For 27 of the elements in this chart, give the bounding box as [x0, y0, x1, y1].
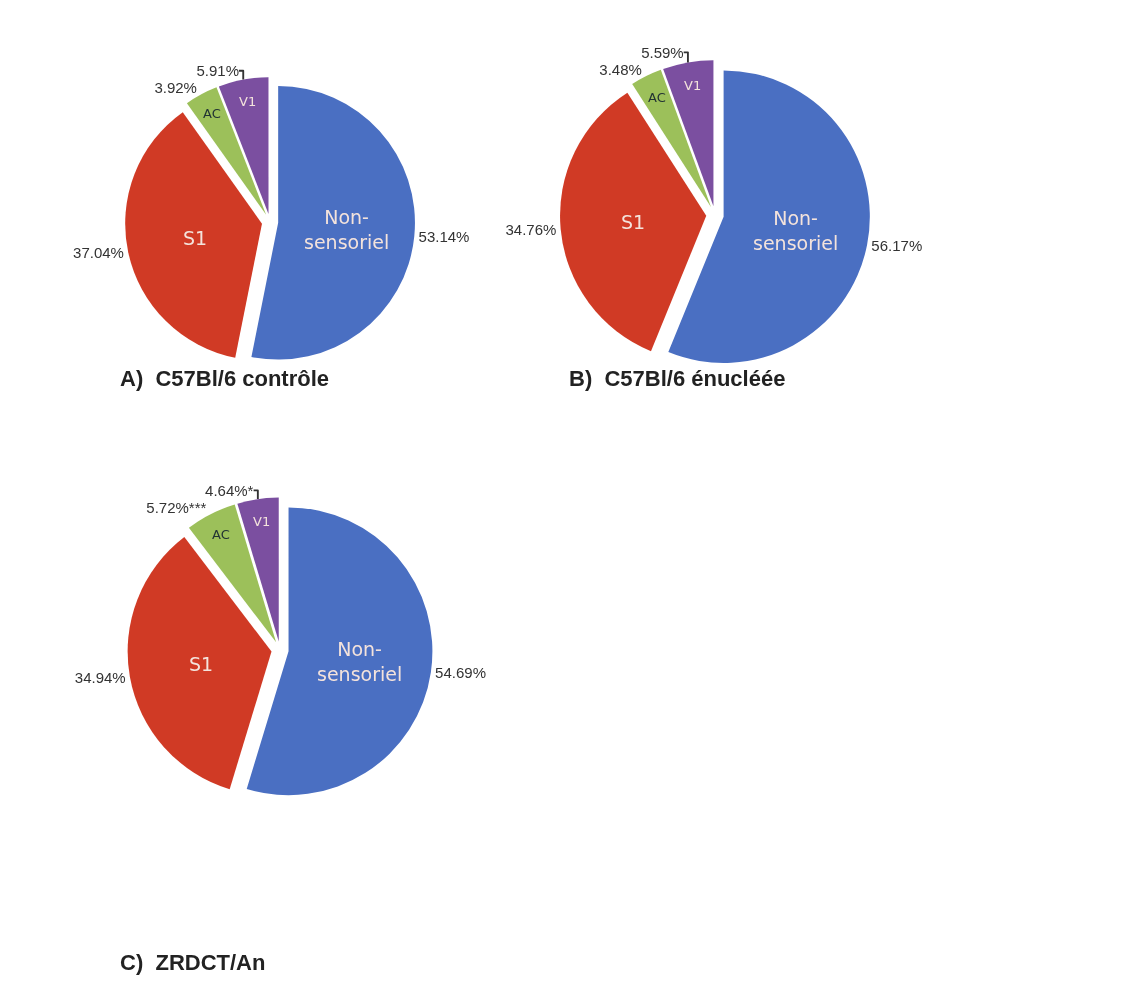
data-label: 34.94% [74, 668, 126, 686]
data-label: 3.48% [599, 60, 642, 78]
data-label: 4.64%* [205, 481, 254, 499]
slice-label: Non-sensoriel [304, 206, 390, 253]
slice-label: V1 [253, 514, 271, 529]
slice-label: AC [203, 106, 221, 121]
data-label: 5.91% [196, 62, 239, 80]
slice-label: Non-sensoriel [317, 638, 403, 685]
slice-label: AC [212, 527, 230, 542]
slice-label: S1 [183, 227, 208, 249]
slice-label: AC [648, 90, 666, 105]
slice-label: V1 [684, 78, 702, 93]
data-label: 5.59% [641, 43, 684, 61]
data-label: 37.04% [73, 244, 124, 262]
text: C) ZRDCT/An [120, 950, 266, 975]
data-label: 34.76% [505, 220, 557, 238]
data-label: 53.14% [418, 227, 470, 245]
slice-label: S1 [189, 653, 214, 675]
data-label: 56.17% [871, 236, 923, 254]
slice-label: Non-sensoriel [753, 207, 839, 254]
slice-label: S1 [621, 211, 646, 233]
data-label: 3.92% [154, 79, 197, 97]
data-label: 5.72%*** [146, 498, 207, 516]
slice-label: V1 [239, 94, 257, 109]
text: B) C57Bl/6 énucléée [569, 366, 786, 391]
data-label: 54.69% [435, 664, 486, 682]
text: A) C57Bl/6 contrôle [120, 366, 330, 391]
